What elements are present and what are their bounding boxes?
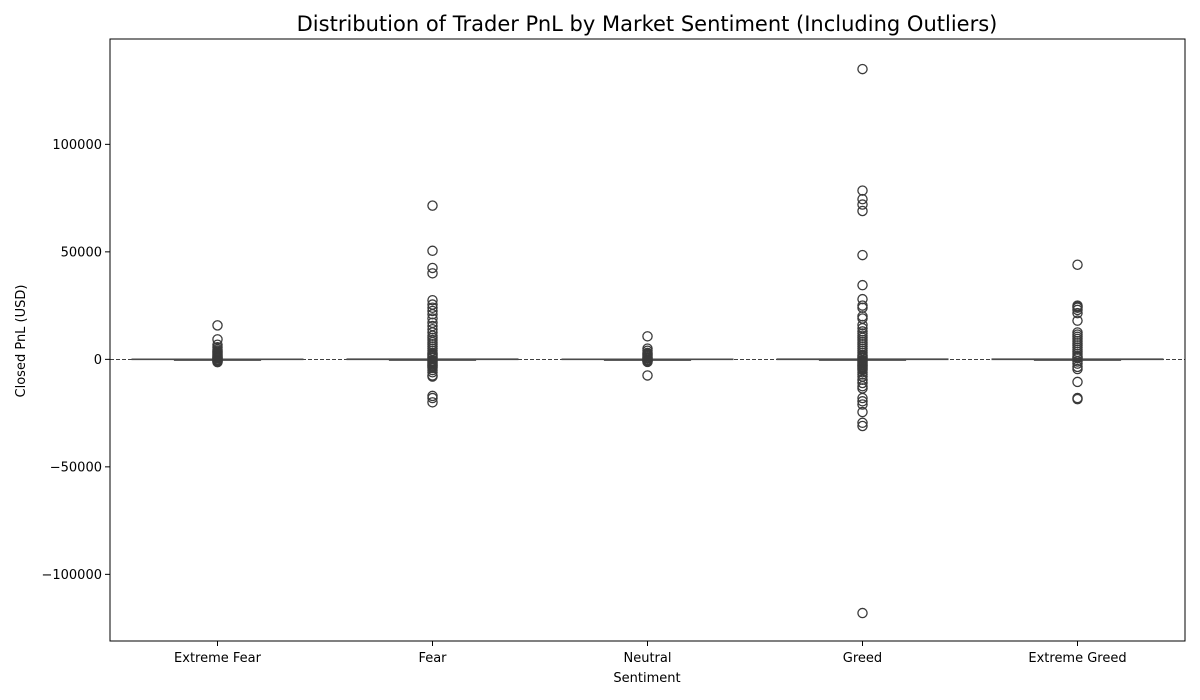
x-tick-label: Neutral: [624, 651, 672, 666]
outlier-point: [857, 607, 868, 619]
outlier-point: [1072, 259, 1083, 270]
outlier-point: [857, 185, 868, 196]
outlier-point: [212, 356, 223, 368]
outlier-point: [857, 279, 868, 291]
outlier-point: [857, 377, 868, 389]
outlier-point: [857, 63, 868, 75]
x-tick-label: Extreme Fear: [174, 651, 262, 666]
outlier-point: [642, 370, 653, 381]
y-tick-label: −100000: [41, 568, 102, 583]
y-tick-label: 100000: [52, 138, 102, 153]
x-axis-label: Sentiment: [613, 671, 680, 686]
outlier-point: [857, 311, 868, 322]
outlier-point: [427, 366, 438, 378]
outlier-point: [427, 268, 438, 279]
outlier-point: [427, 371, 438, 382]
outlier-point: [427, 305, 438, 317]
outlier-point: [857, 205, 868, 217]
outlier-point: [212, 334, 223, 345]
y-tick-label: −50000: [50, 460, 102, 475]
outlier-point: [427, 200, 438, 211]
x-tick-label: Extreme Greed: [1028, 651, 1126, 666]
box-group-extreme-greed: [991, 259, 1164, 405]
outlier-point: [427, 397, 438, 408]
outlier-point: [642, 356, 653, 368]
outlier-point: [857, 399, 868, 410]
outlier-point: [857, 199, 868, 210]
box-group-greed: [776, 63, 949, 619]
plot-area: [110, 63, 1185, 619]
outlier-point: [857, 302, 868, 313]
outlier-point: [427, 245, 438, 257]
axes: Extreme Fear Fear Neutral Greed Extreme Gree…: [41, 138, 1126, 666]
outlier-point: [857, 417, 868, 429]
y-axis-label: Closed PnL (USD): [14, 285, 29, 398]
outlier-point: [642, 331, 653, 342]
outlier-point: [1072, 376, 1083, 388]
outlier-point: [857, 420, 868, 432]
box-group-neutral: [561, 331, 734, 381]
outlier-point: [857, 406, 868, 418]
outlier-point: [857, 392, 868, 404]
outlier-point: [427, 294, 438, 306]
y-tick-label: 50000: [61, 245, 102, 260]
outlier-point: [1072, 304, 1083, 316]
outlier-point: [212, 320, 223, 331]
outlier-point: [427, 313, 438, 324]
outlier-point: [1072, 393, 1083, 405]
outlier-point: [857, 300, 868, 311]
outlier-point: [857, 396, 868, 407]
chart-title: Distribution of Trader PnL by Market Sen…: [297, 12, 998, 36]
outlier-point: [857, 193, 868, 205]
outlier-point: [1072, 307, 1083, 319]
outlier-point: [427, 302, 438, 313]
outlier-point: [1072, 358, 1083, 369]
box-group-fear: [346, 200, 519, 408]
x-tick-label: Greed: [843, 651, 882, 666]
box-group-extreme-fear: [131, 320, 304, 368]
outlier-point: [857, 249, 868, 261]
outlier-point: [427, 262, 438, 274]
x-tick-label: Fear: [418, 651, 447, 666]
outlier-point: [1072, 315, 1083, 326]
outlier-point: [857, 383, 868, 394]
y-tick-label: 0: [94, 353, 102, 368]
outlier-point: [427, 392, 438, 404]
outlier-point: [1072, 363, 1083, 375]
plot-frame: [109, 38, 1186, 642]
